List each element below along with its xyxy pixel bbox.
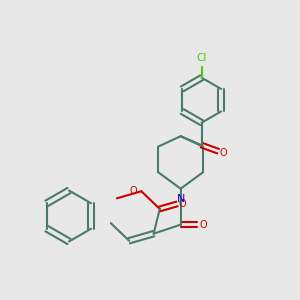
Text: O: O (220, 148, 227, 158)
Text: Cl: Cl (196, 53, 207, 63)
Text: O: O (129, 186, 137, 196)
Text: O: O (178, 199, 186, 209)
Text: N: N (176, 194, 185, 204)
Text: O: O (199, 220, 207, 230)
